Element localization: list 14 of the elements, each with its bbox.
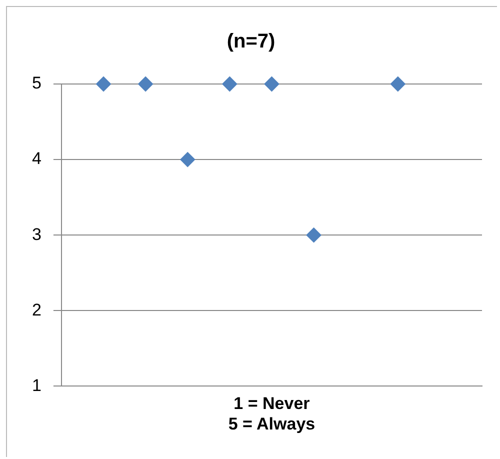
point [264,76,280,92]
point [138,76,154,92]
y-tick-label: 1 [32,376,42,395]
chart-title: (n=7) [226,30,276,53]
x-axis-title: 1 = Never 5 = Always [228,394,316,434]
point [96,76,112,92]
point [306,228,322,243]
y-tick-label: 5 [32,74,42,93]
point [180,152,196,168]
y-tick-label: 4 [32,149,42,168]
point [222,76,238,92]
point [390,76,406,92]
y-tick-label: 3 [32,224,42,244]
y-tick-label: 2 [32,300,42,320]
